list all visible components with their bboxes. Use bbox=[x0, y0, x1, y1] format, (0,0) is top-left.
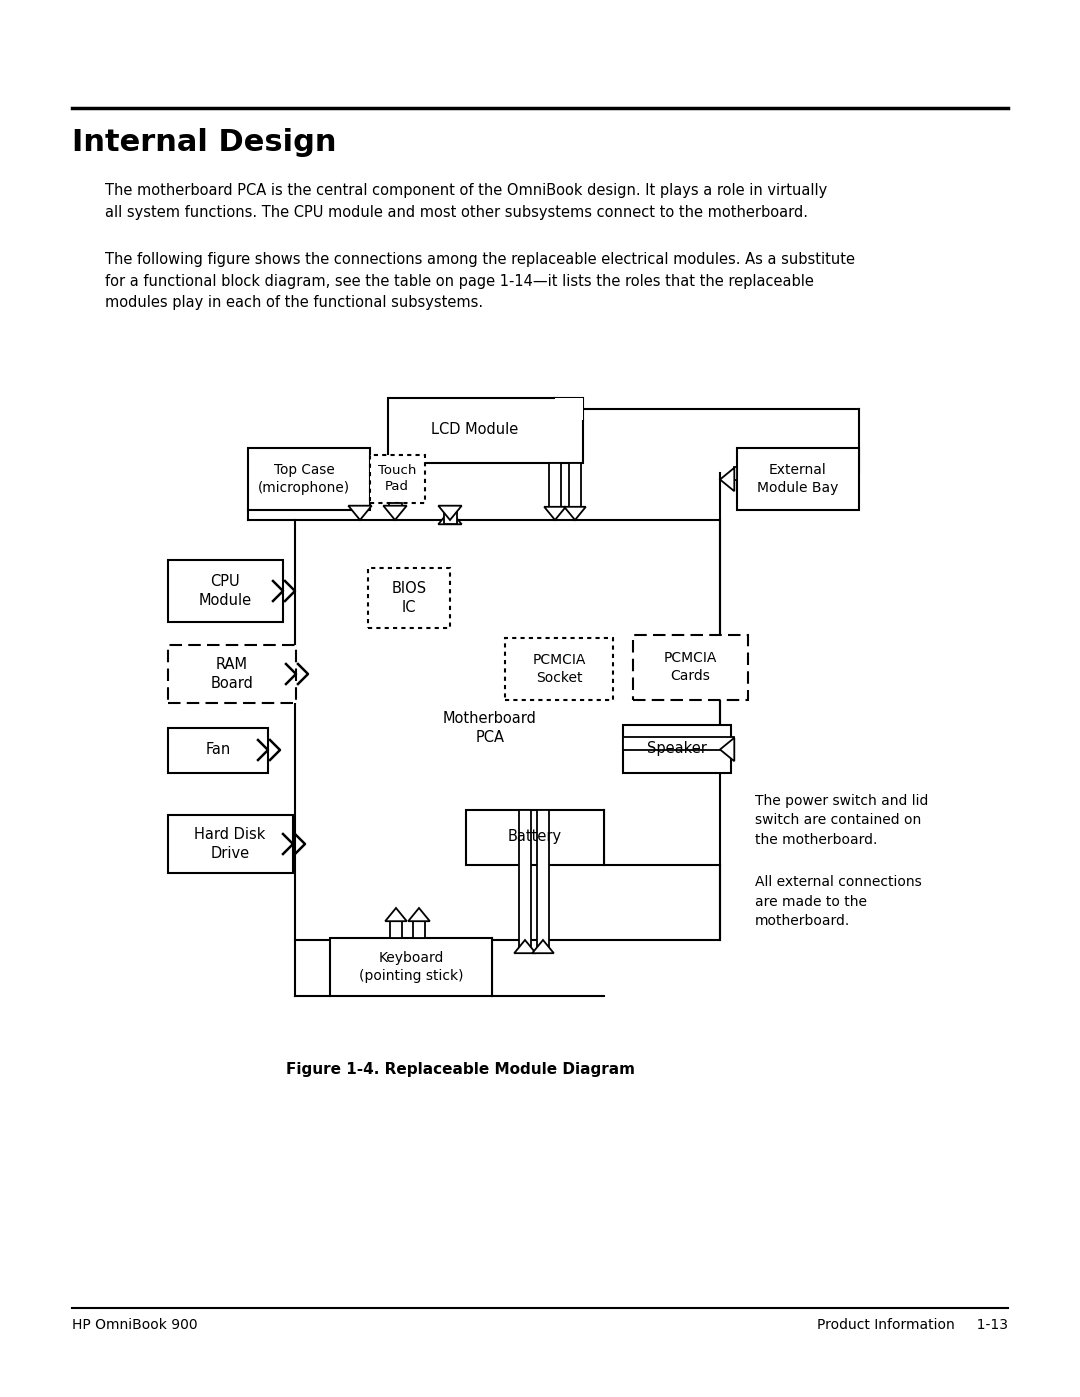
Polygon shape bbox=[720, 738, 734, 761]
Bar bbox=[549, 462, 561, 507]
Polygon shape bbox=[544, 507, 566, 520]
Bar bbox=[368, 569, 450, 629]
Text: Keyboard
(pointing stick): Keyboard (pointing stick) bbox=[359, 951, 463, 982]
Text: External
Module Bay: External Module Bay bbox=[757, 464, 839, 495]
Text: PCMCIA
Socket: PCMCIA Socket bbox=[532, 654, 585, 685]
Text: The motherboard PCA is the central component of the OmniBook design. It plays a : The motherboard PCA is the central compo… bbox=[105, 183, 827, 219]
Text: Product Information     1-13: Product Information 1-13 bbox=[816, 1317, 1008, 1331]
Text: Figure 1-4. Replaceable Module Diagram: Figure 1-4. Replaceable Module Diagram bbox=[285, 1062, 635, 1077]
Text: LCD Module: LCD Module bbox=[431, 422, 518, 437]
Text: PCMCIA
Cards: PCMCIA Cards bbox=[663, 651, 717, 683]
Bar bbox=[633, 636, 748, 700]
Bar bbox=[295, 520, 720, 940]
Text: HP OmniBook 900: HP OmniBook 900 bbox=[72, 1317, 198, 1331]
Polygon shape bbox=[564, 507, 585, 520]
Bar bbox=[168, 645, 296, 703]
Text: Motherboard
PCA: Motherboard PCA bbox=[443, 711, 537, 745]
Text: BIOS
IC: BIOS IC bbox=[391, 581, 427, 615]
Bar bbox=[555, 398, 583, 420]
Polygon shape bbox=[438, 506, 462, 520]
Bar bbox=[519, 810, 531, 953]
Text: Speaker: Speaker bbox=[647, 742, 707, 757]
Polygon shape bbox=[720, 468, 734, 492]
Bar bbox=[413, 921, 426, 937]
Text: Top Case
(microphone): Top Case (microphone) bbox=[258, 464, 350, 495]
Polygon shape bbox=[386, 908, 407, 921]
Bar bbox=[569, 462, 581, 507]
Polygon shape bbox=[408, 908, 430, 921]
Text: The power switch and lid
switch are contained on
the motherboard.: The power switch and lid switch are cont… bbox=[755, 793, 929, 847]
Polygon shape bbox=[383, 506, 407, 520]
Polygon shape bbox=[532, 940, 554, 953]
Text: Hard Disk
Drive: Hard Disk Drive bbox=[194, 827, 266, 861]
Text: All external connections
are made to the
motherboard.: All external connections are made to the… bbox=[755, 875, 921, 928]
Bar bbox=[388, 398, 583, 462]
Bar bbox=[330, 937, 492, 996]
Bar bbox=[389, 503, 402, 506]
Text: The following figure shows the connections among the replaceable electrical modu: The following figure shows the connectio… bbox=[105, 251, 855, 310]
Text: RAM
Board: RAM Board bbox=[211, 657, 254, 690]
Bar bbox=[168, 814, 293, 873]
Polygon shape bbox=[438, 510, 462, 524]
Bar bbox=[168, 728, 268, 773]
Polygon shape bbox=[514, 940, 536, 953]
Bar bbox=[248, 448, 370, 510]
Bar bbox=[734, 467, 737, 479]
Bar bbox=[623, 725, 731, 773]
Text: Internal Design: Internal Design bbox=[72, 129, 337, 156]
Polygon shape bbox=[348, 506, 372, 520]
Bar bbox=[537, 810, 549, 953]
Bar bbox=[168, 560, 283, 622]
Bar bbox=[465, 810, 604, 865]
Text: Fan: Fan bbox=[205, 742, 231, 757]
Bar bbox=[353, 506, 366, 510]
Bar bbox=[444, 506, 457, 524]
Bar bbox=[505, 638, 613, 700]
Bar bbox=[390, 921, 402, 937]
Text: Touch
Pad: Touch Pad bbox=[378, 464, 416, 493]
Text: Battery: Battery bbox=[508, 830, 562, 845]
Bar bbox=[737, 448, 859, 510]
Bar bbox=[370, 455, 426, 503]
Bar bbox=[623, 736, 734, 750]
Text: CPU
Module: CPU Module bbox=[199, 574, 252, 608]
